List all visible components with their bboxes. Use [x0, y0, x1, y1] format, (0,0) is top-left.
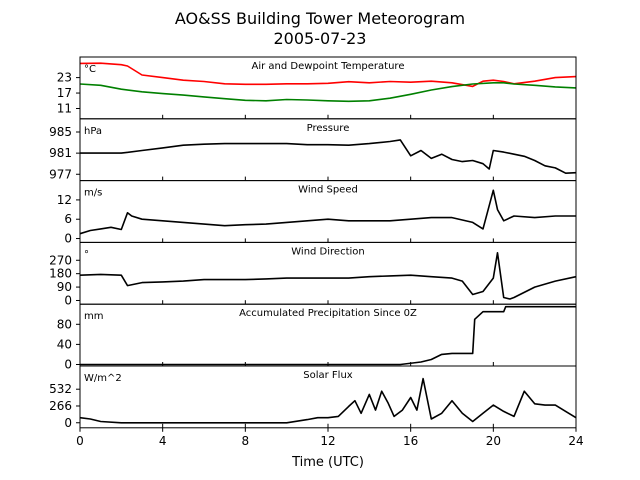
x-axis-label: Time (UTC) [291, 455, 364, 470]
panel-4-ytick-label-2: 80 [57, 317, 72, 331]
panel-4-unit: mm [84, 311, 103, 322]
xaxis-tick-label-3: 12 [320, 434, 335, 448]
panel-0-ytick-label-0: 11 [57, 102, 72, 116]
panel-3-ytick-label-1: 90 [57, 280, 72, 294]
panel-5: 0 266 532 Solar Flux W/m^2 [49, 365, 577, 430]
panel-0-unit: °C [84, 64, 96, 75]
xaxis-tick-label-2: 8 [242, 434, 250, 448]
panel-3-ytick-label-3: 270 [49, 253, 72, 267]
panel-2-ytick-label-1: 6 [64, 212, 72, 226]
panel-3-unit: ° [84, 249, 89, 260]
panel-4-series-0-line [80, 305, 576, 366]
panel-3-series-0-line [79, 252, 577, 300]
panel-4-ytick-label-0: 0 [64, 357, 72, 371]
panel-5-ytick-label-0: 0 [64, 416, 72, 430]
panel-4-ytick-label-1: 40 [57, 337, 72, 351]
xaxis-tick-label-1: 4 [159, 434, 167, 448]
panel-5-ytick-label-1: 266 [49, 399, 72, 413]
panel-2: 0 6 12 Wind Speed m/s [57, 180, 577, 246]
figure-title-line2: 2005-07-23 [274, 29, 367, 48]
panel-1: 977 981 985 Pressure hPa [49, 118, 577, 181]
panel-0-ytick-label-2: 23 [57, 71, 72, 85]
xaxis-tick-label-4: 16 [403, 434, 418, 448]
x-axis: 0 4 8 12 16 20 24 [76, 427, 584, 448]
panel-1-ytick-label-2: 985 [49, 125, 72, 139]
panel-1-series-0-line [80, 139, 577, 174]
panel-0-series-1-line [79, 82, 577, 103]
panel-1-ytick-label-1: 981 [49, 146, 72, 160]
panel-4: 0 40 80 Accumulated Precipitation Since 0Z m… [57, 303, 577, 371]
panel-3-title: Wind Direction [291, 246, 365, 257]
panel-2-ytick-label-2: 12 [57, 193, 72, 207]
panel-4-title: Accumulated Precipitation Since 0Z [239, 308, 417, 319]
panel-2-series-0-line [79, 189, 576, 235]
panel-2-title: Wind Speed [298, 185, 358, 196]
panel-0-title: Air and Dewpoint Temperature [252, 61, 405, 72]
panel-0-series-0-line [79, 62, 577, 88]
panel-5-series-0-line [79, 377, 577, 424]
xaxis-tick-label-5: 20 [486, 434, 501, 448]
panel-2-ytick-label-0: 0 [64, 232, 72, 246]
panel-5-unit: W/m^2 [84, 373, 122, 384]
panel-1-ytick-label-0: 977 [49, 167, 72, 181]
panel-3-ytick-label-0: 0 [64, 293, 72, 307]
xaxis-tick-label-6: 24 [568, 434, 583, 448]
xaxis-tick-label-0: 0 [76, 434, 84, 448]
panel-5-title: Solar Flux [303, 370, 353, 381]
figure-title-line1: AO&SS Building Tower Meteorogram [175, 9, 465, 28]
panel-0-ytick-label-1: 17 [57, 86, 72, 100]
panel-1-title: Pressure [307, 123, 350, 134]
panel-1-unit: hPa [84, 126, 102, 137]
panel-2-unit: m/s [84, 188, 102, 199]
panel-5-ytick-label-2: 532 [49, 382, 72, 396]
panel-3-ytick-label-2: 180 [49, 267, 72, 281]
